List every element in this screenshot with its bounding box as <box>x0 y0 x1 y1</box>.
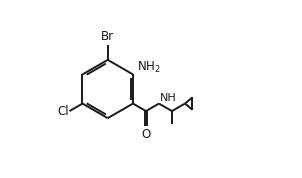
Text: Br: Br <box>101 30 114 43</box>
Text: NH$_2$: NH$_2$ <box>137 60 161 75</box>
Text: O: O <box>141 127 151 140</box>
Text: Cl: Cl <box>57 105 69 118</box>
Text: NH: NH <box>160 93 177 103</box>
